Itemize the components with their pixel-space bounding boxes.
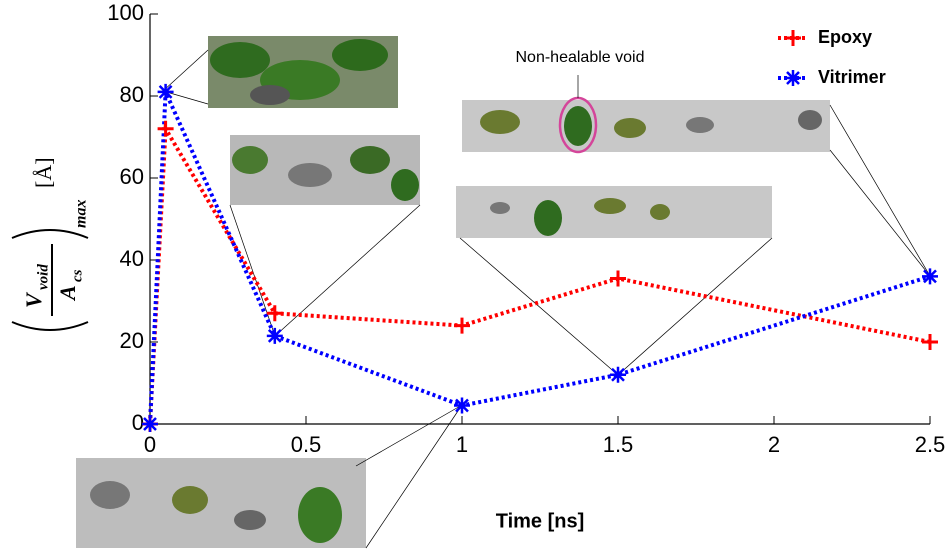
legend-marker [785, 70, 801, 86]
y-label-part: V [21, 291, 46, 308]
x-tick-label: 0.5 [291, 432, 322, 457]
y-label-part: max [73, 200, 90, 228]
point [454, 398, 470, 414]
y-tick-label: 60 [120, 164, 144, 189]
x-tick-label: 2.5 [915, 432, 946, 457]
y-tick-label: 0 [132, 410, 144, 435]
inset-image [230, 135, 420, 336]
y-label-part: cs [69, 269, 85, 282]
y-tick-label: 100 [107, 0, 144, 25]
point [158, 121, 174, 137]
insets: Non-healable void [76, 36, 930, 548]
x-tick-label: 1.5 [603, 432, 634, 457]
x-tick-label: 2 [768, 432, 780, 457]
legend-label: Vitrimer [818, 67, 886, 87]
y-label-part: A [55, 285, 80, 302]
y-label-part: void [35, 264, 51, 290]
point [610, 367, 626, 383]
point [454, 318, 470, 334]
x-tick-label: 1 [456, 432, 468, 457]
point [158, 84, 174, 100]
y-tick-label: 20 [120, 328, 144, 353]
legend-label: Epoxy [818, 27, 872, 47]
point [142, 416, 158, 432]
inset-image [462, 75, 930, 276]
chart: Non-healable void Time [ns] V void A cs … [0, 0, 952, 554]
annotation: Non-healable void [516, 49, 645, 66]
point [267, 328, 283, 344]
x-axis-label: Time [ns] [496, 510, 585, 532]
inset-image [456, 186, 772, 375]
x-tick-label: 0 [144, 432, 156, 457]
legend-marker [785, 30, 801, 46]
y-tick-label: 80 [120, 82, 144, 107]
point [610, 270, 626, 286]
y-tick-label: 40 [120, 246, 144, 271]
inset-image [163, 36, 398, 108]
y-axis-label: V void A cs max [Å] [12, 157, 90, 330]
point [922, 334, 938, 350]
y-label-part: [Å] [31, 157, 56, 188]
point [922, 268, 938, 284]
